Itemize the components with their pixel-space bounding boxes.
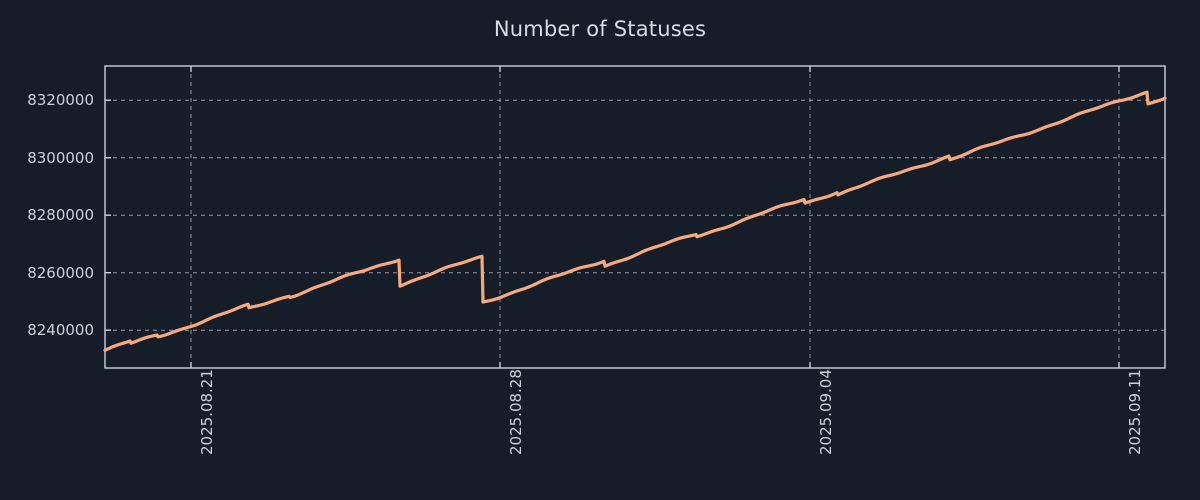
ytick-label: 8280000 (27, 206, 94, 225)
ytick-label: 8320000 (27, 91, 94, 110)
xtick-label: 2025.08.28 (507, 369, 525, 455)
x-gridlines (190, 66, 1120, 368)
ytick-label: 8300000 (27, 148, 94, 167)
ytick-label: 8260000 (27, 263, 94, 282)
y-ticks (105, 99, 111, 331)
xtick-label: 2025.08.21 (198, 369, 216, 455)
x-ticks (190, 66, 1120, 368)
ytick-label: 8240000 (27, 321, 94, 339)
xtick-label: 2025.09.11 (1126, 369, 1144, 455)
chart-title: Number of Statuses (493, 17, 707, 41)
y-gridlines (105, 99, 1165, 331)
xtick-label: 2025.09.04 (817, 369, 835, 455)
data-series-line (103, 90, 1167, 352)
plot-frame (104, 65, 1166, 369)
